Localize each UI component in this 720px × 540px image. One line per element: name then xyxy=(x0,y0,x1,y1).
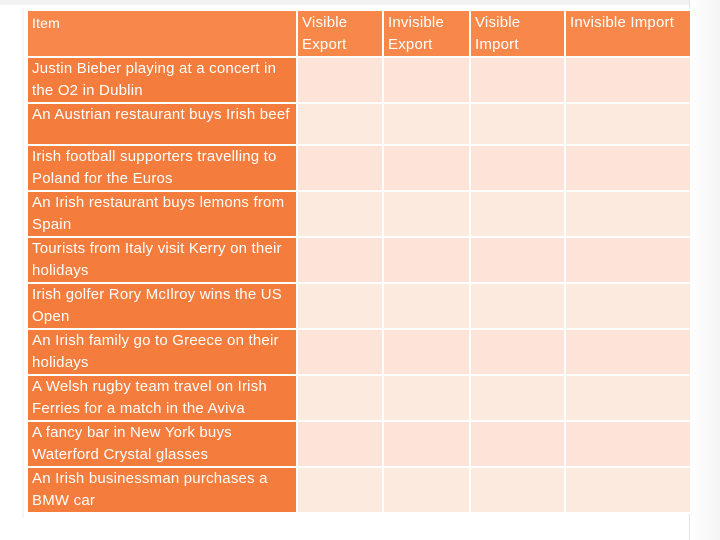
table-row: Tourists from Italy visit Kerry on their… xyxy=(26,236,692,284)
visible-export-cell[interactable] xyxy=(296,102,384,146)
invisible-export-cell[interactable] xyxy=(382,102,471,146)
visible-import-cell[interactable] xyxy=(469,282,566,330)
header-visible-import: Visible Import xyxy=(469,9,566,58)
visible-import-cell[interactable] xyxy=(469,102,566,146)
invisible-import-cell[interactable] xyxy=(564,102,692,146)
invisible-import-cell[interactable] xyxy=(564,420,692,468)
visible-export-cell[interactable] xyxy=(296,56,384,104)
header-invisible-export: Invisible Export xyxy=(382,9,471,58)
row-item-text: A Welsh rugby team travel on Irish Ferri… xyxy=(26,374,298,422)
row-item-text: A fancy bar in New York buys Waterford C… xyxy=(26,420,298,468)
visible-export-cell[interactable] xyxy=(296,236,384,284)
visible-import-cell[interactable] xyxy=(469,374,566,422)
invisible-export-cell[interactable] xyxy=(382,328,471,376)
row-item-text: Justin Bieber playing at a concert in th… xyxy=(26,56,298,104)
invisible-export-cell[interactable] xyxy=(382,282,471,330)
table-row: Irish golfer Rory McIlroy wins the US Op… xyxy=(26,282,692,330)
table-row: A Welsh rugby team travel on Irish Ferri… xyxy=(26,374,692,422)
visible-export-cell[interactable] xyxy=(296,466,384,514)
invisible-import-cell[interactable] xyxy=(564,282,692,330)
invisible-export-cell[interactable] xyxy=(382,466,471,514)
row-item-text: Irish football supporters travelling to … xyxy=(26,144,298,192)
invisible-import-cell[interactable] xyxy=(564,190,692,238)
row-item-text: An Irish businessman purchases a BMW car xyxy=(26,466,298,514)
invisible-export-cell[interactable] xyxy=(382,144,471,192)
visible-import-cell[interactable] xyxy=(469,420,566,468)
classification-table: Item Visible Export Invisible Export Vis… xyxy=(26,9,692,514)
row-item-text: An Austrian restaurant buys Irish beef xyxy=(26,102,298,146)
visible-import-cell[interactable] xyxy=(469,144,566,192)
visible-export-cell[interactable] xyxy=(296,328,384,376)
slide-left-line xyxy=(22,8,24,518)
visible-export-cell[interactable] xyxy=(296,144,384,192)
invisible-import-cell[interactable] xyxy=(564,374,692,422)
row-item-text: Tourists from Italy visit Kerry on their… xyxy=(26,236,298,284)
row-item-text: An Irish family go to Greece on their ho… xyxy=(26,328,298,376)
invisible-import-cell[interactable] xyxy=(564,328,692,376)
invisible-import-cell[interactable] xyxy=(564,466,692,514)
visible-export-cell[interactable] xyxy=(296,420,384,468)
row-item-text: Irish golfer Rory McIlroy wins the US Op… xyxy=(26,282,298,330)
visible-export-cell[interactable] xyxy=(296,190,384,238)
visible-import-cell[interactable] xyxy=(469,236,566,284)
table-header-row: Item Visible Export Invisible Export Vis… xyxy=(26,9,692,58)
visible-export-cell[interactable] xyxy=(296,374,384,422)
table-row: Justin Bieber playing at a concert in th… xyxy=(26,56,692,104)
table-row: An Irish restaurant buys lemons from Spa… xyxy=(26,190,692,238)
invisible-export-cell[interactable] xyxy=(382,190,471,238)
slide-right-border xyxy=(689,0,720,540)
table-row: A fancy bar in New York buys Waterford C… xyxy=(26,420,692,468)
visible-export-cell[interactable] xyxy=(296,282,384,330)
slide-top-border xyxy=(0,0,720,5)
table-row: An Irish family go to Greece on their ho… xyxy=(26,328,692,376)
table-row: An Austrian restaurant buys Irish beef xyxy=(26,102,692,146)
invisible-export-cell[interactable] xyxy=(382,420,471,468)
table-row: Irish football supporters travelling to … xyxy=(26,144,692,192)
invisible-import-cell[interactable] xyxy=(564,56,692,104)
visible-import-cell[interactable] xyxy=(469,56,566,104)
row-item-text: An Irish restaurant buys lemons from Spa… xyxy=(26,190,298,238)
visible-import-cell[interactable] xyxy=(469,466,566,514)
invisible-import-cell[interactable] xyxy=(564,144,692,192)
header-item: Item xyxy=(26,9,298,58)
visible-import-cell[interactable] xyxy=(469,190,566,238)
table-row: An Irish businessman purchases a BMW car xyxy=(26,466,692,514)
invisible-export-cell[interactable] xyxy=(382,56,471,104)
invisible-import-cell[interactable] xyxy=(564,236,692,284)
header-invisible-import: Invisible Import xyxy=(564,9,692,58)
header-visible-export: Visible Export xyxy=(296,9,384,58)
visible-import-cell[interactable] xyxy=(469,328,566,376)
invisible-export-cell[interactable] xyxy=(382,236,471,284)
invisible-export-cell[interactable] xyxy=(382,374,471,422)
